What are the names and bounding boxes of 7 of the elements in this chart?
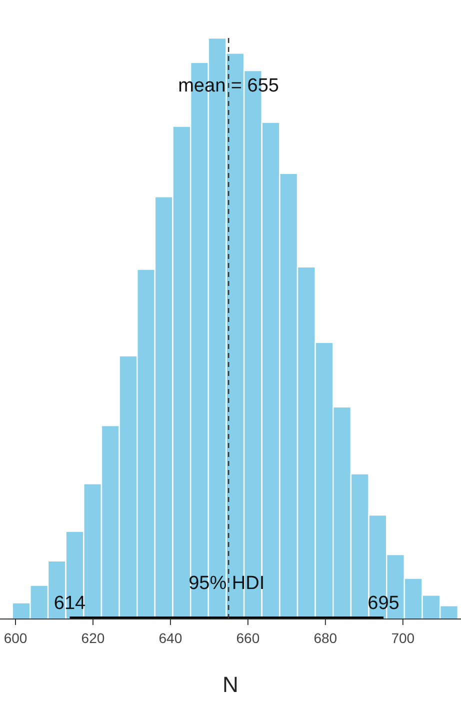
- x-axis-title: N: [222, 672, 238, 697]
- x-tick-label: 640: [158, 630, 182, 646]
- x-tick-label: 620: [81, 630, 105, 646]
- x-tick-label: 660: [236, 630, 260, 646]
- x-tick-label: 600: [4, 630, 28, 646]
- x-tick-label: 680: [314, 630, 338, 646]
- x-tick-label: 700: [391, 630, 415, 646]
